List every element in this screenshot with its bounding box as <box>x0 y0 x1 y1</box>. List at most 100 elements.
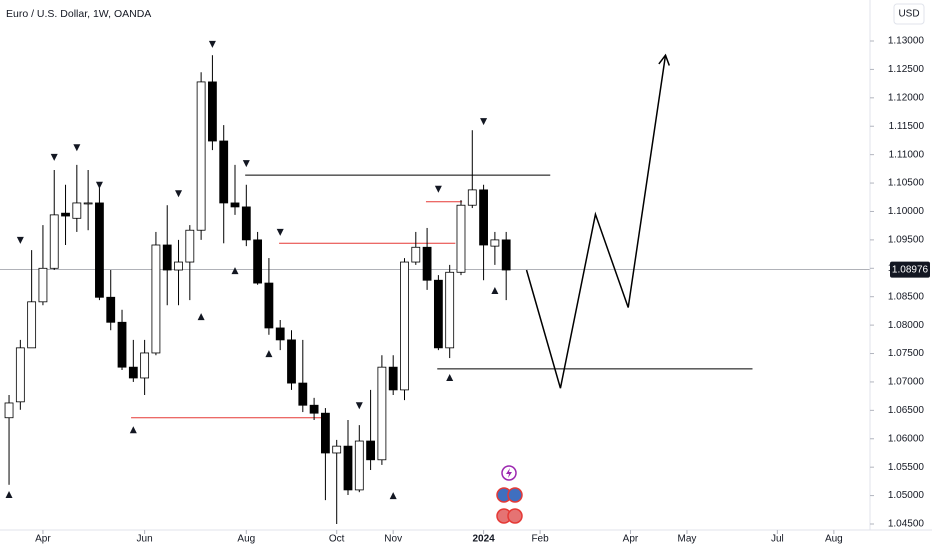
last-price-box <box>890 261 930 278</box>
candle-body <box>61 212 70 217</box>
x-tick-label: 2024 <box>472 534 495 545</box>
candle-body <box>366 440 375 461</box>
event-icon[interactable] <box>507 487 523 503</box>
x-tick-label: May <box>678 534 697 545</box>
candle-body <box>151 244 161 354</box>
candle-body <box>241 206 251 241</box>
candle-body <box>490 239 500 247</box>
event-icons <box>496 465 523 524</box>
pivot-down <box>242 160 250 168</box>
y-tick-label: 1.05500 <box>888 462 925 473</box>
x-tick-label: Apr <box>623 534 639 545</box>
pivot-up <box>231 267 239 275</box>
pivot-down <box>73 144 81 152</box>
pivot-up <box>197 313 205 321</box>
candle-body <box>287 339 296 384</box>
candle-body <box>196 81 206 231</box>
y-tick-label: 1.04500 <box>888 519 925 530</box>
y-tick-label: 1.08000 <box>888 320 925 331</box>
candle-body <box>230 202 240 208</box>
x-tick-label: Jun <box>137 534 153 545</box>
pivot-up <box>265 350 273 358</box>
y-tick-label: 1.12000 <box>888 92 925 103</box>
candle-body <box>140 352 150 379</box>
candle-body <box>456 204 466 273</box>
candle-body <box>15 347 25 403</box>
pivot-down <box>276 228 284 236</box>
x-tick-label: Aug <box>825 534 843 545</box>
currency-label[interactable]: USD <box>898 9 919 20</box>
candle-body <box>264 282 274 329</box>
candle-body <box>95 202 104 298</box>
candle-body <box>411 246 421 263</box>
y-tick-label: 1.09500 <box>888 235 925 246</box>
y-tick-label: 1.13000 <box>888 36 925 47</box>
x-tick-label: Nov <box>384 534 402 545</box>
candle-body <box>479 189 488 246</box>
candle-body <box>388 366 398 391</box>
chart-title: Euro / U.S. Dollar, 1W, OANDA <box>6 8 151 20</box>
candle-body <box>4 402 14 419</box>
candle-body <box>298 382 308 406</box>
event-bolt <box>506 468 512 478</box>
x-tick-label: Feb <box>531 534 549 545</box>
candle-body <box>445 271 455 349</box>
candle-body <box>332 445 342 454</box>
y-tick-label: 1.11500 <box>889 121 925 132</box>
projection-path <box>525 55 667 389</box>
y-tick-label: 1.05000 <box>888 490 925 501</box>
currency-button[interactable] <box>893 3 925 25</box>
candle-body <box>27 301 37 349</box>
y-tick-label: 1.11000 <box>889 149 925 160</box>
y-tick-label: 1.07000 <box>888 377 925 388</box>
x-tick-label: Jul <box>771 534 784 545</box>
candle-body <box>174 261 183 271</box>
candle-body <box>309 404 319 414</box>
candle-body <box>208 81 217 142</box>
candle-body <box>117 321 127 368</box>
candle-body <box>275 327 285 341</box>
candle-body <box>400 261 409 391</box>
candle-body <box>83 202 93 205</box>
candle-body <box>72 202 82 219</box>
candle-body <box>38 267 48 303</box>
candle-body <box>377 366 387 461</box>
candle-body <box>321 412 330 454</box>
candle-body <box>219 140 229 204</box>
candle-body <box>128 366 138 379</box>
y-tick-label: 1.07500 <box>888 348 925 359</box>
pivot-down <box>175 190 183 198</box>
last-price-label: 1.08976 <box>892 264 929 275</box>
y-tick-label: 1.10000 <box>888 206 925 217</box>
x-tick-label: Oct <box>329 534 345 545</box>
candle-body <box>422 246 432 281</box>
candle-body <box>501 239 511 271</box>
pivot-down <box>355 402 363 410</box>
pivot-down <box>480 118 488 126</box>
y-tick-label: 1.06000 <box>888 433 925 444</box>
pivot-down <box>434 185 442 193</box>
candle-body <box>467 189 477 206</box>
pivot-down <box>50 153 58 161</box>
pivot-up <box>446 373 454 381</box>
candle-body <box>162 244 172 271</box>
x-tick-label: Aug <box>237 534 255 545</box>
pivot-up <box>491 287 499 295</box>
y-tick-label: 1.06500 <box>888 405 925 416</box>
y-tick-label: 1.12500 <box>888 64 925 75</box>
x-tick-label: Apr <box>35 534 51 545</box>
candle-body <box>433 279 443 349</box>
y-tick-label: 1.08500 <box>888 291 925 302</box>
candle-body <box>49 214 59 269</box>
pivot-down <box>208 40 216 48</box>
pivot-down <box>16 236 24 244</box>
candle-body <box>253 239 263 284</box>
y-tick-label: 1.10500 <box>888 178 925 189</box>
pivot-up <box>129 426 137 434</box>
candle-body <box>354 440 364 491</box>
pivot-up <box>5 491 13 499</box>
pivot-down <box>95 181 103 189</box>
event-icon[interactable] <box>507 508 523 524</box>
